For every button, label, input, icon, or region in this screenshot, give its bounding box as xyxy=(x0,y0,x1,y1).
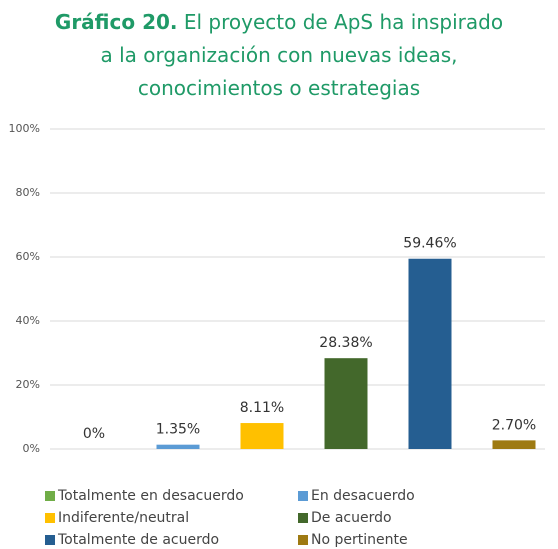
legend-swatch xyxy=(45,491,55,501)
legend-swatch xyxy=(298,513,308,523)
value-label: 1.35% xyxy=(156,422,200,438)
value-label: 0% xyxy=(83,426,105,442)
y-tick-label: 80% xyxy=(16,186,40,199)
legend-label: Indiferente/neutral xyxy=(58,510,189,526)
legend-label: No pertinente xyxy=(311,532,408,548)
y-tick-label: 0% xyxy=(23,442,40,455)
legend-label: De acuerdo xyxy=(311,510,392,526)
legend-swatch xyxy=(298,491,308,501)
bar xyxy=(156,444,200,449)
bar xyxy=(408,258,452,449)
value-label: 28.38% xyxy=(319,335,372,351)
title-label: Gráfico 20. xyxy=(54,10,178,34)
legend-swatch xyxy=(45,535,55,545)
y-tick-label: 100% xyxy=(9,122,40,135)
legend-swatch xyxy=(298,535,308,545)
value-label: 59.46% xyxy=(403,236,456,252)
y-tick-label: 40% xyxy=(16,314,40,327)
legend-label: Totalmente de acuerdo xyxy=(57,532,219,548)
bar xyxy=(492,440,536,449)
y-tick-label: 60% xyxy=(16,250,40,263)
title-text: El proyecto de ApS ha inspirado a la org… xyxy=(100,10,504,100)
value-label: 8.11% xyxy=(240,400,284,416)
legend-label: En desacuerdo xyxy=(311,488,415,504)
legend-swatch xyxy=(45,513,55,523)
legend-label: Totalmente en desacuerdo xyxy=(57,488,244,504)
chart-title: Gráfico 20. El proyecto de ApS ha inspir… xyxy=(50,6,508,105)
y-tick-label: 20% xyxy=(16,378,40,391)
bar xyxy=(324,358,368,449)
value-label: 2.70% xyxy=(492,417,536,433)
bar xyxy=(240,423,284,449)
